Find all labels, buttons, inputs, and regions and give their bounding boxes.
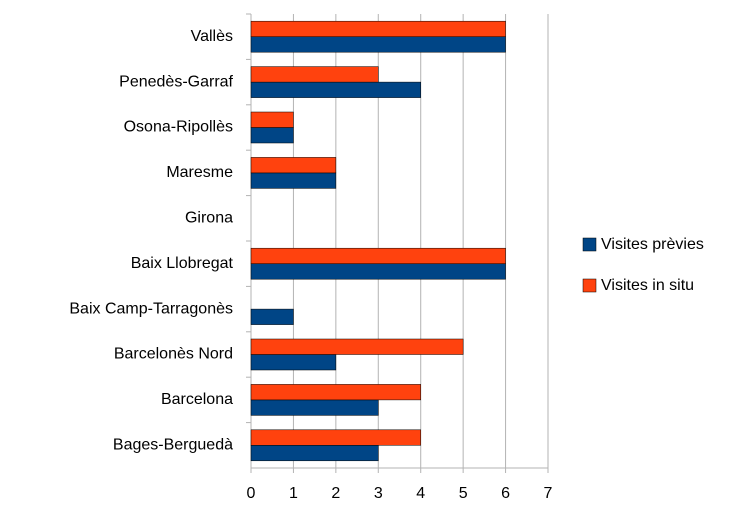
x-tick-label: 5 — [459, 485, 468, 502]
y-tick-label: Penedès-Garraf — [119, 73, 233, 90]
bar — [250, 429, 421, 446]
legend-swatch — [582, 278, 597, 293]
y-tick-label: Osona-Ripollès — [124, 119, 233, 136]
bar — [250, 263, 506, 280]
legend-swatch — [582, 237, 597, 252]
bar — [250, 445, 379, 462]
y-tick-label: Barcelonès Nord — [114, 346, 233, 363]
y-tick-label: Vallès — [191, 28, 233, 45]
y-tick-label: Baix Camp-Tarragonès — [69, 300, 233, 317]
bar — [250, 354, 337, 371]
bar — [250, 172, 337, 189]
bar — [250, 384, 421, 401]
bar — [250, 111, 294, 128]
x-tick-label: 3 — [374, 485, 383, 502]
y-tick-label: Barcelona — [161, 391, 233, 408]
y-tick-label: Maresme — [166, 164, 233, 181]
bar — [250, 399, 379, 416]
y-tick-label: Baix Llobregat — [131, 255, 234, 272]
legend-label: Visites prèvies — [601, 236, 704, 253]
bar — [250, 157, 337, 174]
legend-label: Visites in situ — [601, 277, 694, 294]
bar — [250, 338, 464, 355]
x-tick-label: 6 — [501, 485, 510, 502]
bar — [250, 66, 379, 83]
bar — [250, 308, 294, 325]
bar — [250, 36, 506, 53]
y-tick-label: Girona — [185, 210, 233, 227]
x-tick-label: 7 — [544, 485, 553, 502]
y-tick-label: Bages-Berguedà — [113, 437, 233, 454]
bar — [250, 247, 506, 264]
bar — [250, 127, 294, 144]
x-tick-label: 0 — [247, 485, 256, 502]
x-tick-label: 2 — [331, 485, 340, 502]
x-tick-label: 4 — [416, 485, 425, 502]
bar — [250, 20, 506, 37]
bar — [250, 81, 421, 98]
x-tick-label: 1 — [289, 485, 298, 502]
